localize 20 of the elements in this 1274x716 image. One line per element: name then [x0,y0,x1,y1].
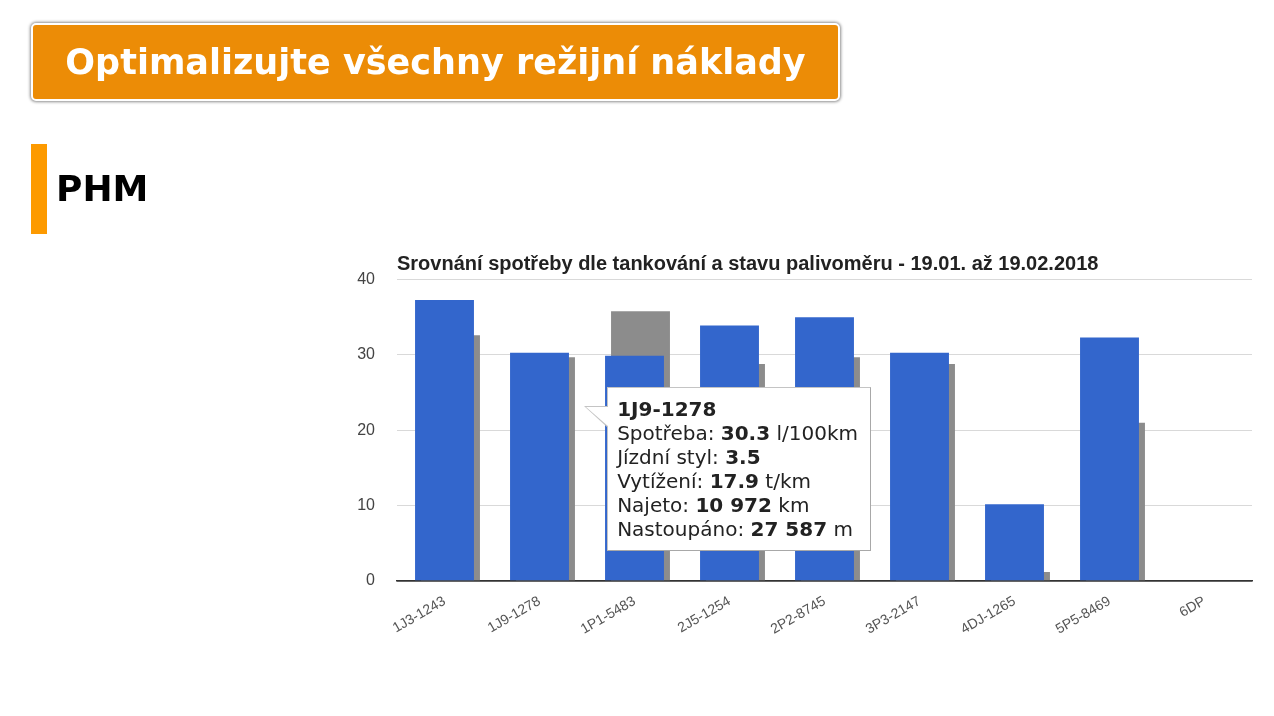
y-tick-label: 30 [357,345,376,363]
y-tick-label: 20 [357,420,376,438]
y-tick-label: 0 [366,571,376,589]
bar [1080,337,1139,581]
heading-banner: Optimalizujte všechny režijní náklady [31,23,840,101]
annotation: Spotřeba: 30.3 l/100km [617,421,858,446]
y-tick-label: 10 [357,496,376,514]
annotation: Jízdní styl: 3.5 [617,445,762,470]
bar [890,352,949,581]
chart-title: Srovnání spotřeby dle tankování a stavu palivoměru - 19.01. až 19.02.2018 [397,252,1099,275]
text: PHM [56,167,149,211]
bar [510,352,569,581]
annotation: 1J9-1278 [617,397,718,422]
annotation: Nastoupáno: 27 587 m [617,517,854,542]
x-tick-label: 6DP [1176,592,1208,620]
bar [415,299,474,581]
y-tick-label: 40 [357,270,376,288]
annotation: Vytížení: 17.9 t/km [617,469,813,494]
bar [985,504,1044,581]
annotation: Najeto: 10 972 km [617,493,811,518]
